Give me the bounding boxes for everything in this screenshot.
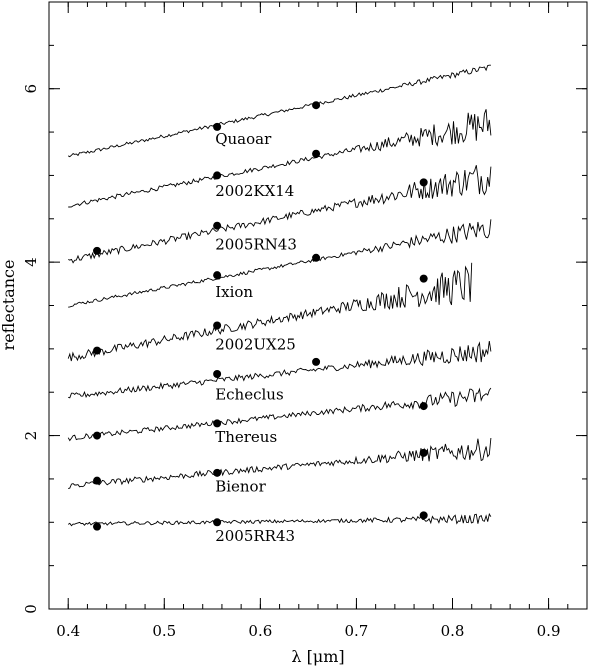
photometry-point [312,101,321,110]
photometry-point [93,246,102,255]
photometry-point [213,370,222,379]
y-tick-label: 6 [22,84,40,94]
photometry-point [213,221,222,230]
photometry-point [312,149,321,158]
object-label: Echeclus [215,385,283,403]
x-tick-label: 0.7 [344,622,368,640]
x-tick-label: 0.9 [537,622,561,640]
spectrum-line [68,341,492,399]
photometry-point [93,522,102,531]
object-label: 2002UX25 [215,335,296,353]
photometry-point [213,171,222,180]
object-label: 2002KX14 [215,182,294,200]
x-tick-label: 0.6 [248,622,272,640]
y-tick-label: 0 [22,604,40,614]
tick-labels: 0.4 0.5 0.6 0.7 0.8 0.9 0 2 4 6 [22,84,561,640]
spectra [67,64,492,527]
object-label: 2005RR43 [215,527,295,545]
photometry-point [419,448,428,457]
x-tick-label: 0.5 [152,622,176,640]
spectrum-line [68,219,492,308]
object-label: Quaoar [215,130,272,148]
y-tick-label: 2 [22,431,40,441]
object-label: 2005RN43 [215,235,297,253]
y-axis-title: reflectance [0,260,18,351]
y-tick-label: 4 [22,257,40,267]
photometry-point [312,357,321,366]
photometry-point [419,511,428,520]
spectrum-line [68,165,492,264]
photometry-point [312,253,321,262]
photometry-point [213,419,222,428]
object-label: Thereus [215,428,277,446]
x-tick-label: 0.4 [56,622,80,640]
object-labels: Quaoar 2002KX14 2005RN43 Ixion 2002UX25 Echec… [215,130,297,545]
photometry-point [213,468,222,477]
photometry-point [93,346,102,355]
photometry-point [419,402,428,411]
photometry-point [419,274,428,283]
photometry-point [213,122,222,131]
object-label: Bienor [215,478,266,496]
object-label: Ixion [215,283,253,301]
photometry-point [213,271,222,280]
photometry-points [93,101,428,531]
plot-frame [48,1,588,610]
photometry-point [419,178,428,187]
spectrum-line [68,437,492,490]
photometry-point [213,518,222,527]
x-axis-title: λ [μm] [291,647,344,666]
photometry-point [213,321,222,330]
photometry-point [93,476,102,485]
axis-ticks [48,1,588,610]
spectrum-line [67,64,491,158]
spectrum-line [68,109,492,208]
x-tick-label: 0.8 [441,622,465,640]
spectrum-line [67,262,473,362]
photometry-point [93,431,102,440]
